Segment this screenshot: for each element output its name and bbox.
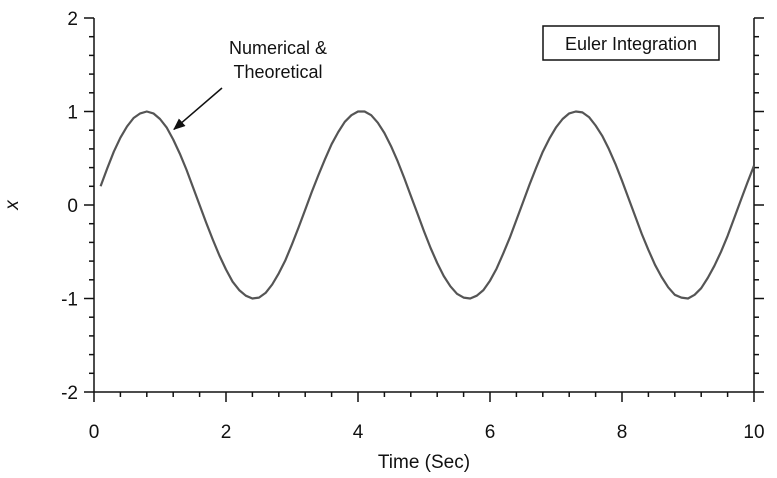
x-tick-label: 2 — [221, 422, 232, 443]
y-tick-label: 0 — [67, 196, 78, 217]
axis-ticks — [84, 17, 764, 402]
annotation: Numerical & Theoretical — [173, 38, 327, 131]
tick-labels: 210-1-20 2 4 6 8 10 — [61, 9, 764, 443]
y-tick-label: 1 — [67, 103, 78, 124]
inset-label-text: Euler Integration — [565, 34, 697, 54]
annotation-line-1: Numerical & — [229, 38, 327, 58]
y-tick-label: -2 — [61, 383, 78, 404]
y-tick-label: 2 — [67, 9, 78, 30]
y-axis-label: x — [2, 199, 23, 211]
inset-label-frame — [542, 25, 720, 61]
x-tick-label: 8 — [617, 422, 628, 443]
x-tick-label: 4 — [353, 422, 364, 443]
x-axis-label: Time (Sec) — [378, 452, 470, 473]
x-tick-label: 0 — [89, 422, 100, 443]
series-line — [99, 110, 756, 300]
annotation-line-2: Theoretical — [233, 62, 322, 82]
y-tick-label: -1 — [61, 290, 78, 311]
inset-label-box: Euler Integration — [542, 25, 720, 61]
x-tick-label: 6 — [485, 422, 496, 443]
annotation-arrow — [173, 87, 223, 131]
x-tick-label: 10 — [743, 422, 764, 443]
